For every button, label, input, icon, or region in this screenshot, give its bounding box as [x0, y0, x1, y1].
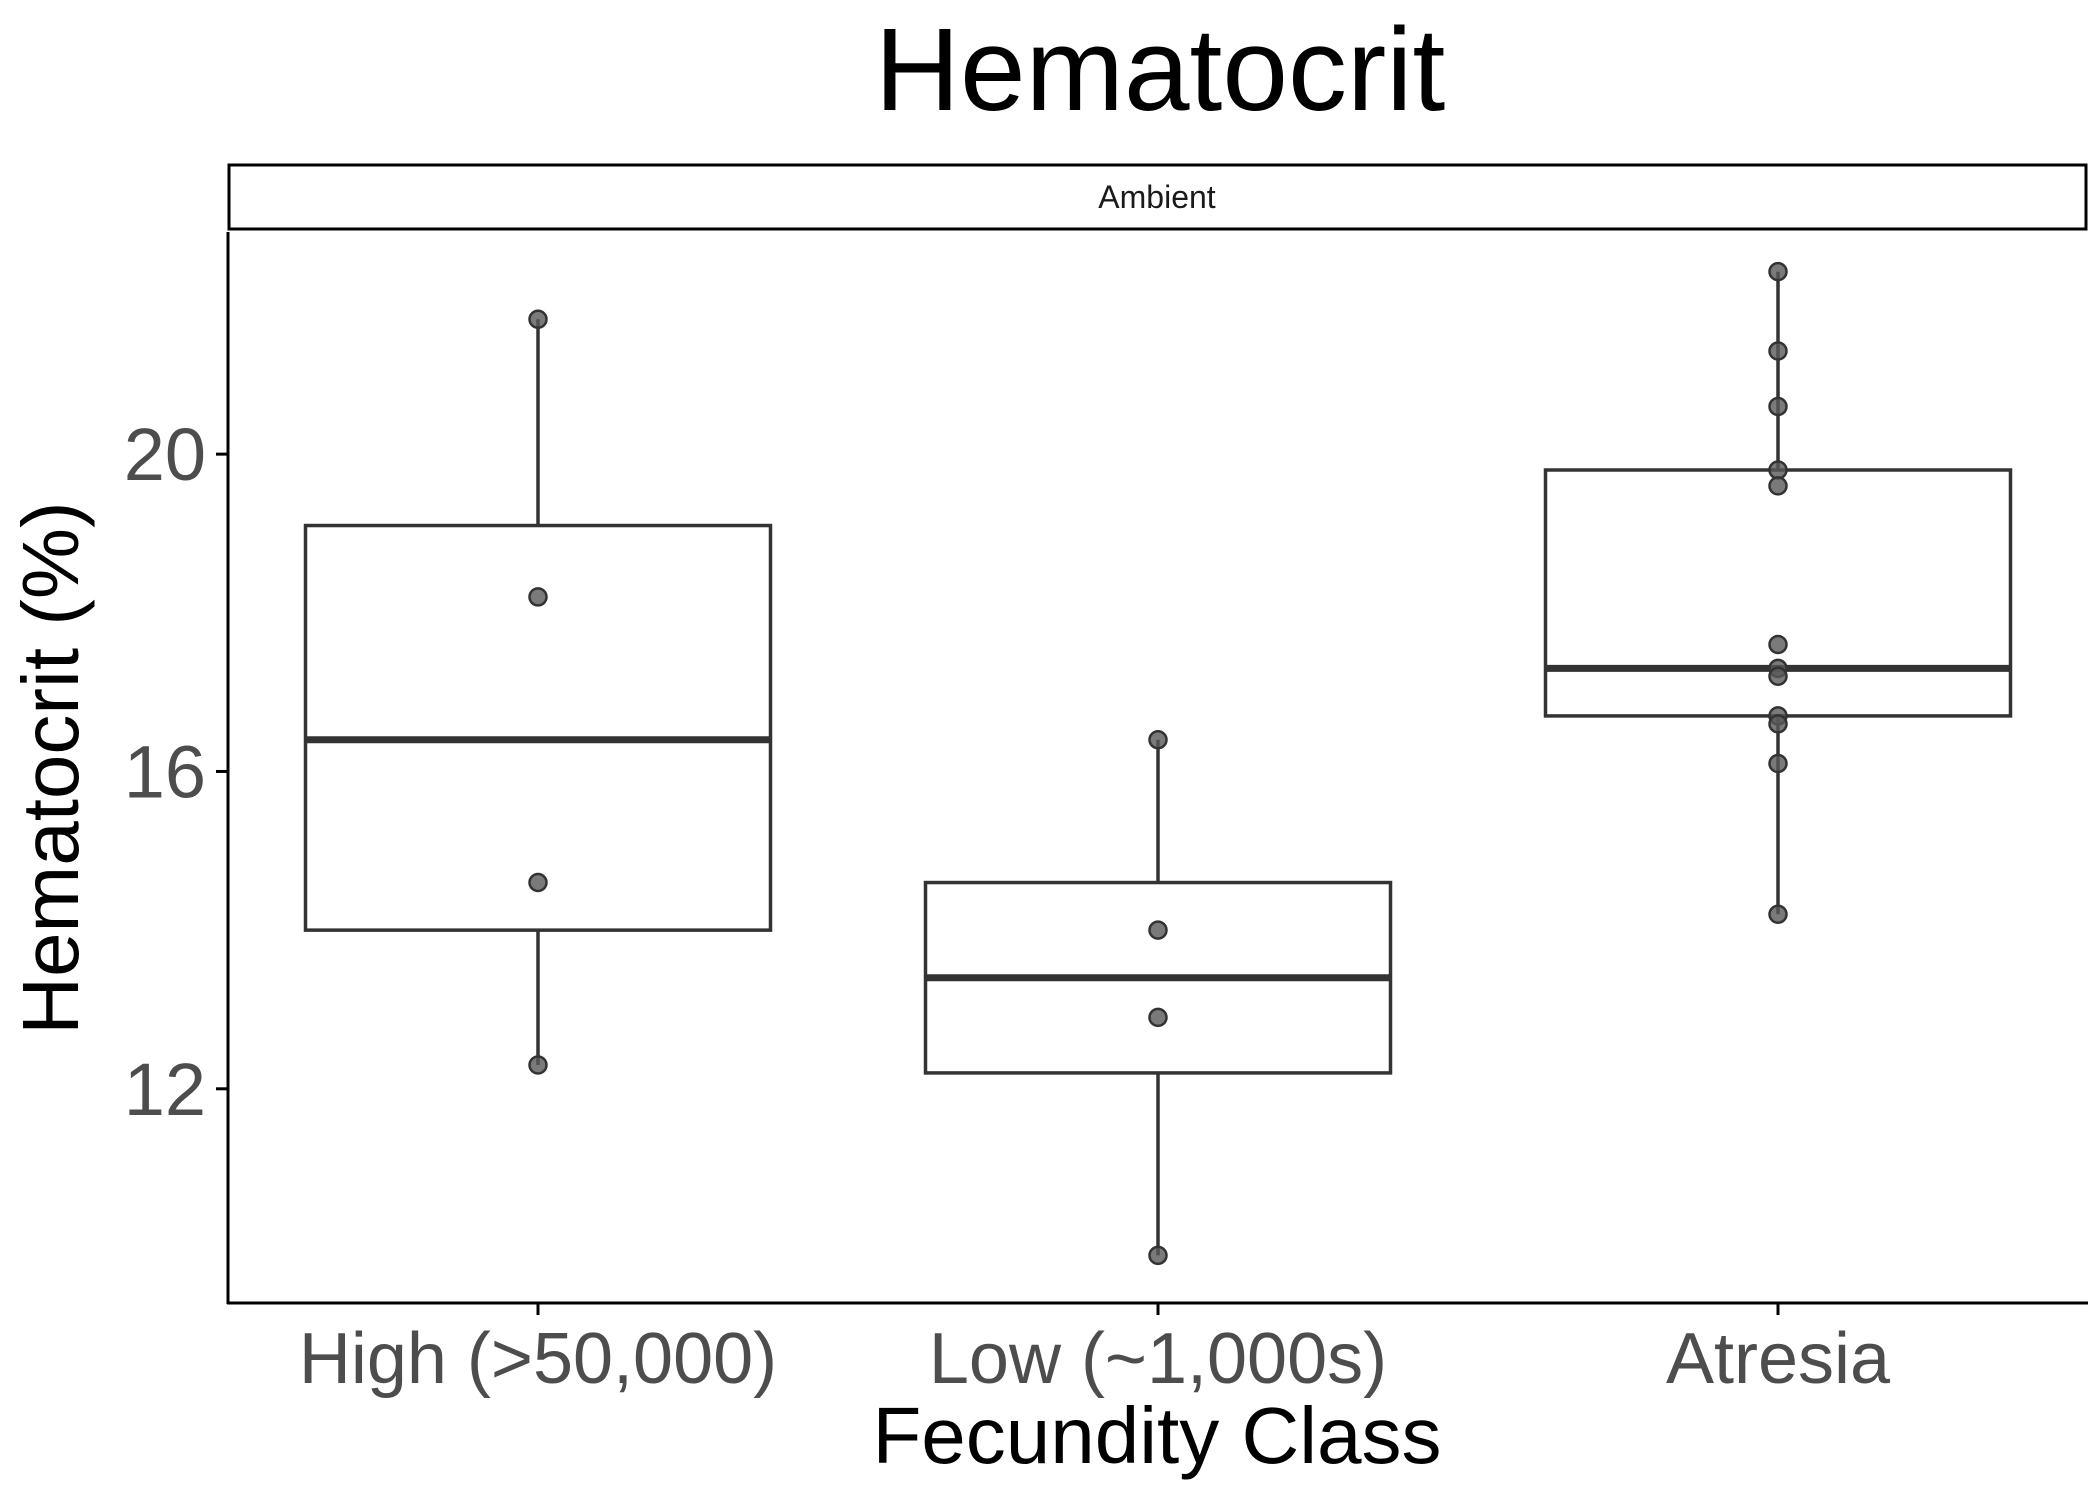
data-point [1148, 920, 1168, 940]
y-tick-label: 12 [124, 1048, 206, 1131]
box-group-3 [1543, 271, 2013, 915]
box-group-2 [923, 739, 1393, 1256]
data-point [1768, 634, 1788, 655]
box-group-1 [303, 319, 773, 1065]
data-point [1768, 714, 1788, 734]
chart-title: Hematocrit [875, 4, 1445, 136]
x-tick-label: High (>50,000) [299, 1319, 777, 1399]
axis-layer: 12 16 20 High (>50,000) Low (~1,000s) Atresia [124, 413, 1891, 1399]
data-point [1768, 341, 1788, 361]
y-axis-title: Hematocrit (%) [6, 501, 95, 1034]
data-point [1768, 666, 1788, 687]
data-point [1768, 261, 1788, 282]
data-point [528, 872, 548, 893]
data-point [1768, 904, 1788, 925]
data-point [1148, 1245, 1168, 1266]
data-point [528, 1055, 548, 1075]
data-point [1768, 396, 1788, 417]
plot-layer [303, 261, 2013, 1266]
x-axis-title: Fecundity Class [872, 1391, 1441, 1480]
data-point [1148, 729, 1168, 750]
x-tick-label: Atresia [1666, 1319, 1891, 1399]
y-tick-label: 16 [124, 730, 206, 813]
y-tick-label: 20 [124, 413, 206, 496]
data-point [1768, 476, 1788, 496]
data-point [1148, 1007, 1168, 1028]
data-point [528, 309, 548, 330]
facet-strip-label: Ambient [1098, 179, 1216, 215]
x-tick-label: Low (~1,000s) [929, 1319, 1387, 1399]
data-point [1768, 460, 1788, 480]
data-point [528, 587, 548, 607]
data-point [1768, 753, 1788, 774]
facet-strip [227, 163, 2088, 231]
box-iqr [303, 523, 773, 932]
